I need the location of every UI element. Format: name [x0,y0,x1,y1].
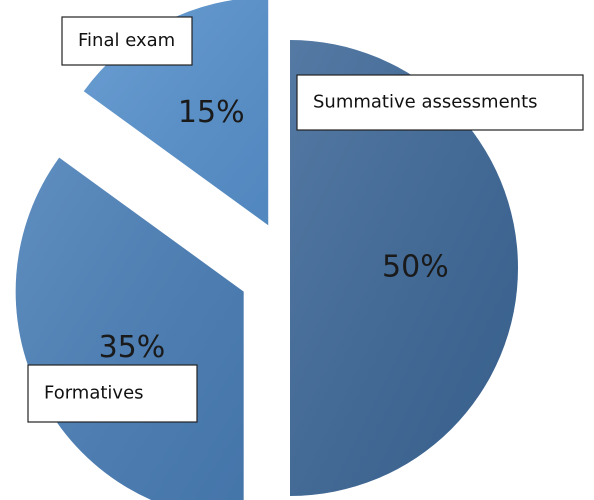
category-label: Formatives [44,383,144,404]
category-label: Summative assessments [313,92,538,113]
label-box [61,16,193,66]
value-label: 35% [99,330,166,365]
value-label: 50% [382,250,449,285]
label-box [27,364,198,423]
slice-shade [15,157,244,500]
value-label: 15% [178,95,245,130]
category-label: Final exam [78,30,175,51]
label-box [296,74,584,131]
slice-shade [290,40,518,496]
